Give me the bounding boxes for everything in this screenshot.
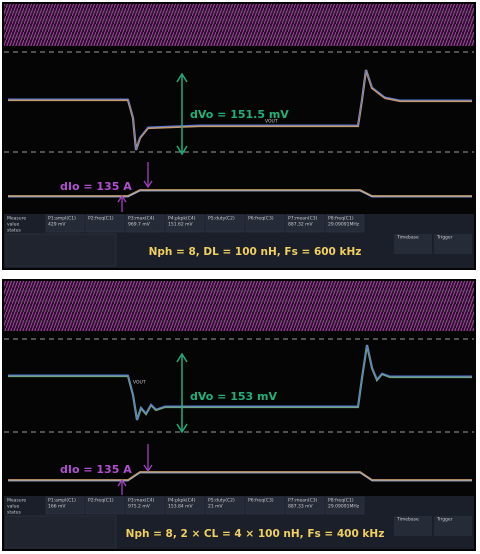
measure-value: 969.7 mV bbox=[128, 222, 151, 228]
measure-name: P7:mean(C3) bbox=[288, 216, 318, 222]
measure-value: 887.32 mV bbox=[288, 222, 314, 228]
trigger-box bbox=[434, 516, 472, 536]
channel-box bbox=[5, 233, 117, 267]
measure-name: P2:freq(C1) bbox=[88, 498, 114, 504]
measure-value: 29.09091MHz bbox=[328, 222, 360, 228]
measure-name: P6:freq(C3) bbox=[248, 216, 274, 222]
timebase-label: Timebase bbox=[396, 517, 419, 523]
measure-cell bbox=[125, 496, 165, 515]
measure-value: 887.33 mV bbox=[288, 504, 314, 510]
measure-name: P3:max(C4) bbox=[128, 498, 155, 504]
measure-value: 429 mV bbox=[48, 222, 66, 228]
dvo-label: dVo = 151.5 mV bbox=[190, 108, 289, 121]
measure-cell bbox=[285, 496, 325, 515]
caption: Nph = 8, DL = 100 nH, Fs = 600 kHz bbox=[149, 246, 362, 258]
measure-cell bbox=[45, 214, 85, 233]
measure-name: P5:duty(C2) bbox=[208, 498, 235, 504]
measure-cell bbox=[325, 214, 365, 233]
trace-label: VOUT bbox=[133, 380, 146, 386]
timebase-box bbox=[394, 234, 432, 254]
caption: Nph = 8, 2 × CL = 4 × 100 nH, Fs = 400 k… bbox=[126, 528, 385, 540]
measure-name: P7:mean(C3) bbox=[288, 498, 318, 504]
timebase-label: Timebase bbox=[396, 235, 419, 241]
measure-name: P1:ampl(C1) bbox=[48, 498, 76, 504]
row-label: Measure bbox=[7, 216, 26, 222]
trigger-box bbox=[434, 234, 472, 254]
measure-cell bbox=[85, 214, 125, 233]
dio-label: dIo = 135 A bbox=[60, 180, 132, 193]
row-label: status bbox=[7, 510, 21, 516]
measure-cell bbox=[45, 496, 85, 515]
trigger-label: Trigger bbox=[436, 235, 453, 241]
measure-cell bbox=[325, 496, 365, 515]
measure-cell bbox=[205, 214, 245, 233]
scope-panel: dVo = 151.5 mV dIo = 135 A VOUT Measurev… bbox=[2, 2, 476, 270]
row-label: value bbox=[7, 504, 20, 510]
measure-value: 29.09091MHz bbox=[328, 504, 360, 510]
row-label: Measure bbox=[7, 498, 26, 504]
measure-name: P4:pkpk(C4) bbox=[168, 216, 196, 222]
measure-value: 153.84 mV bbox=[168, 504, 194, 510]
measure-name: P4:pkpk(C4) bbox=[168, 498, 196, 504]
trigger-label: Trigger bbox=[436, 517, 453, 523]
measure-cell bbox=[245, 214, 285, 233]
dvo-label: dVo = 153 mV bbox=[190, 390, 277, 403]
measure-name: P8:freq(C1) bbox=[328, 216, 354, 222]
timebase-box bbox=[394, 516, 432, 536]
measure-value: 975.2 mV bbox=[128, 504, 151, 510]
row-label: value bbox=[7, 222, 20, 228]
measure-name: P2:freq(C1) bbox=[88, 216, 114, 222]
measure-name: P1:ampl(C1) bbox=[48, 216, 76, 222]
measure-value: 151.62 mV bbox=[168, 222, 194, 228]
measure-cell bbox=[165, 214, 205, 233]
measure-cell bbox=[125, 214, 165, 233]
channel-box bbox=[5, 515, 117, 549]
scope-panel: dVo = 153 mV dIo = 135 A VOUT Measureval… bbox=[2, 279, 476, 551]
measure-name: P5:duty(C2) bbox=[208, 216, 235, 222]
measure-cell bbox=[285, 214, 325, 233]
measure-name: P3:max(C4) bbox=[128, 216, 155, 222]
trace-label: VOUT bbox=[265, 119, 278, 125]
dio-label: dIo = 135 A bbox=[60, 463, 132, 476]
measure-cell bbox=[205, 496, 245, 515]
row-label: status bbox=[7, 228, 21, 234]
measure-value: 166 mV bbox=[48, 504, 66, 510]
measure-cell bbox=[165, 496, 205, 515]
measure-name: P6:freq(C3) bbox=[248, 498, 274, 504]
measure-name: P8:freq(C1) bbox=[328, 498, 354, 504]
measure-cell bbox=[245, 496, 285, 515]
measure-cell bbox=[85, 496, 125, 515]
measure-value: 21 mV bbox=[208, 504, 224, 510]
